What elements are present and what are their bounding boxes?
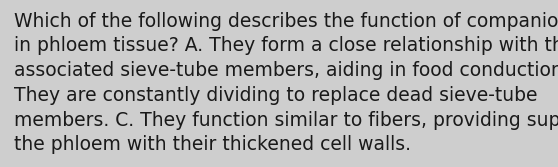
Text: in phloem tissue? A. They form a close relationship with their: in phloem tissue? A. They form a close r… bbox=[14, 36, 558, 55]
Text: They are constantly dividing to replace dead sieve-tube: They are constantly dividing to replace … bbox=[14, 86, 537, 105]
Text: Which of the following describes the function of companion cells: Which of the following describes the fun… bbox=[14, 12, 558, 31]
Text: the phloem with their thickened cell walls.: the phloem with their thickened cell wal… bbox=[14, 135, 411, 154]
Text: associated sieve-tube members, aiding in food conduction. B.: associated sieve-tube members, aiding in… bbox=[14, 61, 558, 80]
Text: members. C. They function similar to fibers, providing support to: members. C. They function similar to fib… bbox=[14, 111, 558, 130]
